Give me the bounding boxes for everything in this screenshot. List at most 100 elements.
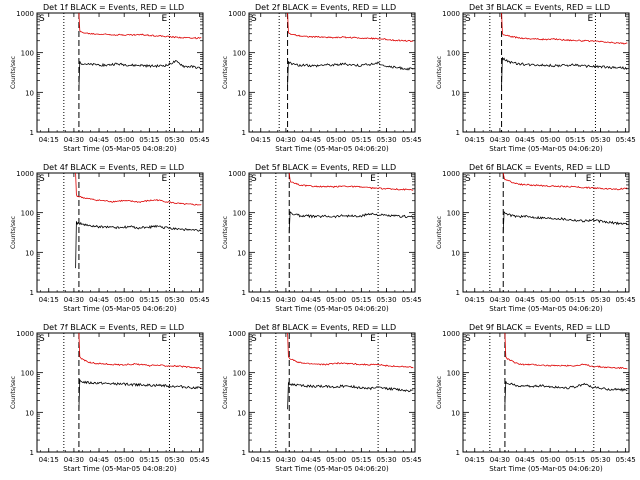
x-tick-label: 05:45 <box>402 136 422 144</box>
plot-frame <box>462 12 630 133</box>
end-marker-label: E <box>161 14 167 24</box>
start-marker-label: S <box>251 334 257 344</box>
y-axis-label: Counts/sec <box>436 216 443 249</box>
x-tick-label: 04:30 <box>64 136 84 144</box>
y-tick-label: 10 <box>237 409 246 417</box>
y-axis-label: Counts/sec <box>436 376 443 409</box>
x-axis-label: Start Time (05-Mar-05 04:06:20) <box>275 145 389 153</box>
x-tick-label: 05:15 <box>351 296 371 304</box>
y-tick-label: 100 <box>447 210 460 218</box>
x-tick-label: 04:15 <box>39 296 59 304</box>
plot-frame <box>462 332 630 453</box>
chart-panel: Det 3f BLACK = Events, RED = LLD 1 10 100 10… <box>436 3 636 153</box>
end-marker-label: E <box>372 14 378 24</box>
x-tick-label: 05:15 <box>139 296 159 304</box>
y-axis-label: Counts/sec <box>10 216 17 249</box>
lld-series-line <box>75 172 202 206</box>
y-axis-label: Counts/sec <box>436 56 443 89</box>
end-marker-label: E <box>370 334 376 344</box>
plot-frame <box>248 12 416 133</box>
x-tick-label: 04:30 <box>490 296 510 304</box>
y-tick-label: 1 <box>242 449 246 457</box>
lld-series-line <box>501 12 628 45</box>
x-tick-label: 05:15 <box>351 456 371 464</box>
x-tick-label: 04:15 <box>251 296 271 304</box>
y-tick-label: 1000 <box>16 10 34 18</box>
chart-title: Det 4f BLACK = Events, RED = LLD <box>43 163 184 172</box>
x-axis-label: Start Time (05-Mar-05 04:06:20) <box>275 465 389 473</box>
start-marker-label: S <box>251 174 257 184</box>
lld-series-line <box>78 332 202 370</box>
lld-series-line <box>288 172 414 191</box>
x-tick-label: 05:45 <box>402 296 422 304</box>
start-marker-label: S <box>251 14 257 24</box>
x-tick-label: 05:00 <box>326 296 346 304</box>
x-tick-label: 04:30 <box>276 456 296 464</box>
x-tick-label: 05:00 <box>326 136 346 144</box>
x-tick-label: 04:45 <box>515 136 535 144</box>
x-tick-label: 04:30 <box>64 456 84 464</box>
y-axis-label: Counts/sec <box>222 216 229 249</box>
y-tick-label: 100 <box>21 50 34 58</box>
x-tick-label: 04:45 <box>515 296 535 304</box>
y-tick-label: 1000 <box>442 170 460 178</box>
end-marker-label: E <box>586 174 592 184</box>
x-tick-label: 04:15 <box>39 136 59 144</box>
end-marker-label: E <box>587 14 593 24</box>
lld-series-line <box>504 332 628 370</box>
y-tick-label: 10 <box>237 89 246 97</box>
y-tick-label: 1000 <box>228 10 246 18</box>
events-series-line <box>287 61 414 86</box>
chart-title: Det 6f BLACK = Events, RED = LLD <box>469 163 610 172</box>
x-tick-label: 05:30 <box>376 136 396 144</box>
x-tick-label: 05:30 <box>376 456 396 464</box>
chart-title: Det 5f BLACK = Events, RED = LLD <box>255 163 396 172</box>
plot-frame <box>36 172 204 293</box>
x-tick-label: 05:00 <box>540 136 560 144</box>
y-tick-label: 1000 <box>16 170 34 178</box>
x-tick-label: 04:45 <box>301 296 321 304</box>
x-tick-label: 04:15 <box>39 456 59 464</box>
x-tick-label: 05:30 <box>376 296 396 304</box>
x-tick-label: 04:15 <box>465 296 485 304</box>
events-series-line <box>78 378 202 410</box>
y-tick-label: 1 <box>30 289 34 297</box>
x-tick-label: 05:30 <box>164 136 184 144</box>
y-tick-label: 1 <box>242 129 246 137</box>
x-axis-label: Start Time (05-Mar-05 04:06:20) <box>489 465 603 473</box>
x-tick-label: 04:30 <box>490 456 510 464</box>
y-tick-label: 10 <box>25 89 34 97</box>
x-tick-label: 05:00 <box>114 456 134 464</box>
y-tick-label: 100 <box>447 50 460 58</box>
y-tick-label: 1 <box>456 129 460 137</box>
x-tick-label: 05:00 <box>114 296 134 304</box>
y-tick-label: 1000 <box>16 330 34 338</box>
end-marker-label: E <box>586 334 592 344</box>
x-axis-label: Start Time (05-Mar-05 04:08:20) <box>63 465 177 473</box>
y-tick-label: 100 <box>447 370 460 378</box>
x-tick-label: 05:00 <box>326 456 346 464</box>
x-tick-label: 04:15 <box>251 136 271 144</box>
x-tick-label: 04:45 <box>301 136 321 144</box>
x-tick-label: 04:15 <box>465 136 485 144</box>
y-tick-label: 10 <box>451 89 460 97</box>
x-tick-label: 04:15 <box>251 456 271 464</box>
chart-title: Det 7f BLACK = Events, RED = LLD <box>43 323 184 332</box>
start-marker-label: S <box>39 14 45 24</box>
x-tick-label: 04:15 <box>465 456 485 464</box>
x-tick-label: 04:45 <box>89 296 109 304</box>
lld-series-line <box>502 172 628 191</box>
chart-panel: Det 2f BLACK = Events, RED = LLD 1 10 100 10… <box>222 3 422 153</box>
x-axis-label: Start Time (05-Mar-05 04:06:20) <box>63 305 177 313</box>
x-axis-label: Start Time (05-Mar-05 04:06:20) <box>489 145 603 153</box>
x-tick-label: 05:30 <box>164 296 184 304</box>
chart-panel: Det 4f BLACK = Events, RED = LLD 1 10 100 10… <box>10 163 210 313</box>
x-tick-label: 05:45 <box>616 296 636 304</box>
start-marker-label: S <box>465 174 471 184</box>
x-tick-label: 05:45 <box>616 136 636 144</box>
y-axis-label: Counts/sec <box>222 376 229 409</box>
events-series-line <box>502 210 628 234</box>
x-tick-label: 05:30 <box>164 456 184 464</box>
end-marker-label: E <box>161 174 167 184</box>
